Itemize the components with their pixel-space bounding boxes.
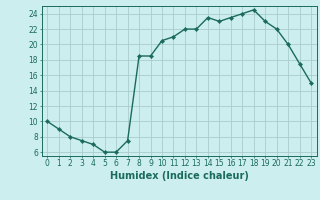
X-axis label: Humidex (Indice chaleur): Humidex (Indice chaleur) — [110, 171, 249, 181]
